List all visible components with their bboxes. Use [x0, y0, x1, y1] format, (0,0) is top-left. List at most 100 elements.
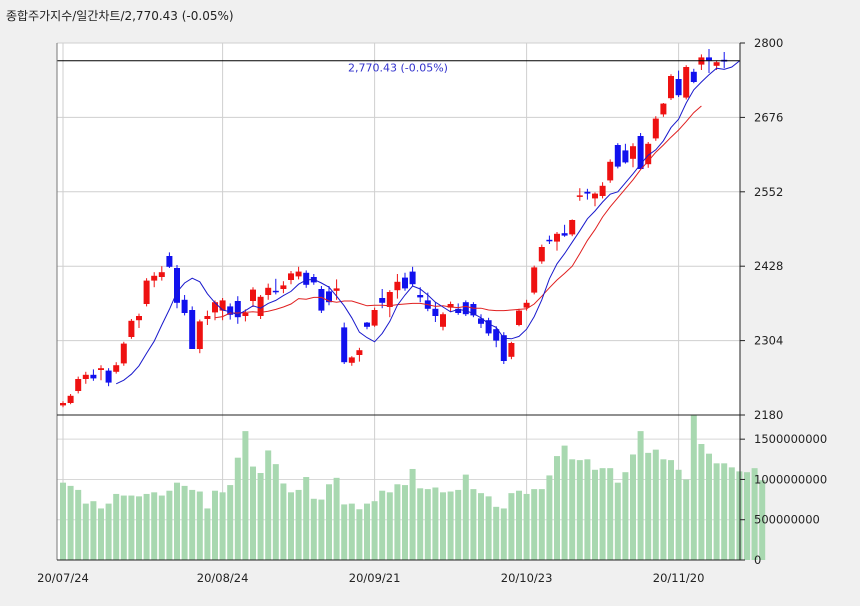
candle-body	[128, 320, 135, 337]
current-price-annotation: 2,770.43 (-0.05%)	[348, 62, 448, 75]
candle-body	[75, 379, 82, 391]
candle-body	[485, 320, 492, 334]
candle-body	[105, 370, 112, 383]
volume-bar	[455, 489, 462, 560]
candle-body	[113, 365, 120, 372]
candle-body	[189, 310, 196, 349]
reference-line-group: 2,770.43 (-0.05%)	[57, 60, 740, 75]
volume-bar	[576, 460, 583, 560]
volume-bar	[67, 485, 74, 560]
candle-body	[713, 62, 720, 66]
candle-body	[592, 193, 598, 199]
candle-body	[630, 146, 636, 159]
volume-bar	[417, 488, 424, 560]
volume-bar	[303, 477, 310, 560]
candle-body	[196, 321, 203, 349]
volume-bar	[637, 431, 644, 560]
volume-tick-label: 1000000000	[754, 472, 827, 486]
price-tick-label: 2552	[754, 185, 783, 199]
volume-bar	[599, 468, 606, 560]
volume-bar	[364, 503, 370, 560]
volume-bar	[227, 485, 234, 560]
candle-body	[348, 357, 355, 363]
candle-body	[379, 298, 386, 303]
volume-bar	[136, 496, 142, 560]
candle-body	[272, 290, 279, 293]
candle-body	[303, 272, 310, 285]
volume-bar	[196, 491, 203, 560]
volume-bar	[554, 456, 560, 560]
volume-tick-label: 500000000	[754, 513, 820, 527]
candle-body	[90, 374, 97, 379]
volume-bar	[546, 475, 553, 560]
volume-bar	[485, 496, 492, 560]
volume-bar	[189, 489, 196, 560]
volume-bar	[82, 503, 89, 560]
volume-bar	[675, 469, 682, 560]
volume-bar	[379, 490, 386, 560]
candle-body	[440, 314, 446, 327]
price-tick-label: 2800	[754, 36, 783, 50]
volume-bar	[508, 493, 515, 560]
volume-bar	[478, 493, 484, 560]
candle-body	[493, 329, 500, 341]
volume-bar	[569, 459, 576, 560]
volume-bar	[462, 474, 469, 560]
candle-body	[554, 233, 560, 242]
volume-bar	[250, 466, 256, 560]
x-tick-label: 20/07/24	[37, 571, 89, 585]
x-tick-label: 20/09/21	[349, 571, 401, 585]
candle-body	[181, 299, 188, 313]
candle-body	[652, 118, 659, 139]
candle-body	[98, 368, 104, 370]
volume-bar	[242, 431, 249, 560]
volume-bar	[143, 493, 150, 560]
volume-bar	[341, 504, 348, 560]
candle-body	[151, 275, 158, 281]
candle-body	[60, 403, 66, 406]
candle-body	[576, 195, 583, 197]
candle-body	[341, 327, 348, 363]
candle-body	[204, 316, 211, 319]
volume-bar	[447, 491, 454, 560]
volume-bar	[348, 503, 355, 560]
volume-bar	[614, 482, 621, 560]
candle-body	[174, 268, 180, 303]
price-tick-label: 2180	[754, 408, 783, 422]
volume-bar	[759, 480, 766, 560]
volume-bar	[265, 450, 272, 560]
volume-bar	[60, 482, 66, 560]
volume-bar	[728, 467, 735, 560]
volume-bar	[151, 492, 158, 560]
volume-bar	[607, 468, 614, 560]
volume-tick-label: 0	[754, 553, 761, 567]
volume-bar	[668, 460, 674, 560]
candle-body	[614, 145, 621, 167]
volume-bar	[326, 484, 332, 560]
x-tick-label: 20/08/24	[197, 571, 249, 585]
volume-bar	[181, 485, 188, 560]
price-tick-label: 2676	[754, 110, 783, 124]
candle-body	[82, 374, 89, 379]
candle-body	[242, 313, 249, 316]
candle-body	[599, 185, 606, 196]
volume-bar	[652, 449, 659, 560]
volume-bar	[120, 495, 127, 560]
candle-body	[326, 291, 332, 303]
volume-bar	[295, 489, 302, 560]
candle-body	[371, 310, 378, 326]
volume-bar	[310, 498, 317, 560]
candle-body	[158, 272, 165, 277]
volume-bar	[204, 508, 211, 560]
candlesticks	[60, 49, 728, 408]
volume-bar	[386, 492, 393, 560]
volume-bar	[174, 482, 180, 560]
axes	[56, 43, 741, 561]
candle-body	[120, 343, 127, 364]
volume-bar	[523, 493, 530, 560]
candle-body	[386, 292, 393, 307]
price-tick-label: 2304	[754, 334, 783, 348]
candle-body	[288, 273, 294, 280]
